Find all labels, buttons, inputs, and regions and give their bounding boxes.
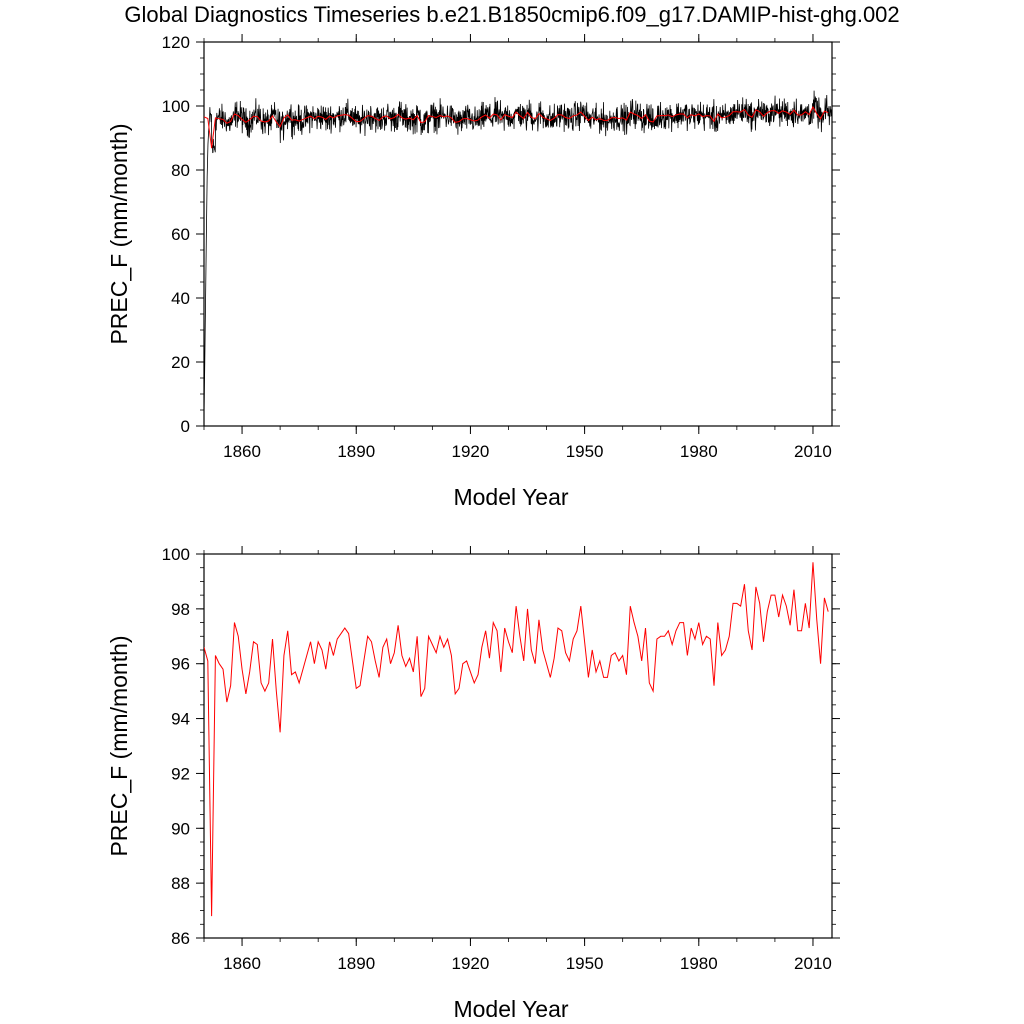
x-tick-label: 1950 (566, 442, 604, 461)
monthly-series-line (204, 90, 832, 417)
x-tick-label: 1860 (223, 954, 261, 973)
y-tick-label: 88 (171, 874, 190, 893)
y-tick-label: 98 (171, 600, 190, 619)
bottom-x-axis-label: Model Year (453, 996, 568, 1022)
y-tick-label: 80 (171, 161, 190, 180)
y-tick-label: 100 (162, 97, 190, 116)
top-y-tick-labels: 0 20 40 60 80 100 120 (162, 33, 190, 436)
top-series (204, 90, 832, 417)
x-tick-label: 2010 (794, 442, 832, 461)
y-tick-label: 96 (171, 655, 190, 674)
y-tick-label: 120 (162, 33, 190, 52)
x-tick-label: 1920 (452, 954, 490, 973)
bottom-series (204, 562, 829, 917)
bottom-plot-frame (203, 553, 833, 939)
top-y-axis-label: PREC_F (mm/month) (106, 123, 132, 344)
top-plot-frame (203, 41, 833, 427)
bottom-panel: 86 88 90 92 94 96 98 100 1860 1890 1920 1950 1980 20… (106, 545, 840, 1022)
y-tick-label: 0 (181, 417, 190, 436)
annual-series-line (204, 105, 829, 149)
top-x-axis-label: Model Year (453, 484, 568, 510)
x-tick-label: 1980 (680, 442, 718, 461)
y-tick-label: 100 (162, 545, 190, 564)
figure-title: Global Diagnostics Timeseries b.e21.B185… (124, 2, 899, 27)
y-tick-label: 40 (171, 289, 190, 308)
x-tick-label: 1890 (337, 954, 375, 973)
x-tick-label: 1890 (337, 442, 375, 461)
x-tick-label: 1920 (452, 442, 490, 461)
y-tick-label: 60 (171, 225, 190, 244)
top-panel: 0 20 40 60 80 100 120 1860 1890 1920 1950 1980 2010… (106, 33, 840, 510)
bottom-axis-ticks (196, 546, 840, 946)
bottom-x-tick-labels: 1860 1890 1920 1950 1980 2010 (223, 954, 832, 973)
annual-series-line (204, 562, 829, 917)
bottom-y-axis-label: PREC_F (mm/month) (106, 635, 132, 856)
top-x-tick-labels: 1860 1890 1920 1950 1980 2010 (223, 442, 832, 461)
x-tick-label: 1860 (223, 442, 261, 461)
x-tick-label: 2010 (794, 954, 832, 973)
x-tick-label: 1980 (680, 954, 718, 973)
y-tick-label: 92 (171, 764, 190, 783)
y-tick-label: 86 (171, 929, 190, 948)
x-tick-label: 1950 (566, 954, 604, 973)
y-tick-label: 20 (171, 353, 190, 372)
bottom-y-tick-labels: 86 88 90 92 94 96 98 100 (162, 545, 190, 948)
y-tick-label: 90 (171, 819, 190, 838)
y-tick-label: 94 (171, 710, 190, 729)
top-axis-ticks (196, 34, 840, 434)
